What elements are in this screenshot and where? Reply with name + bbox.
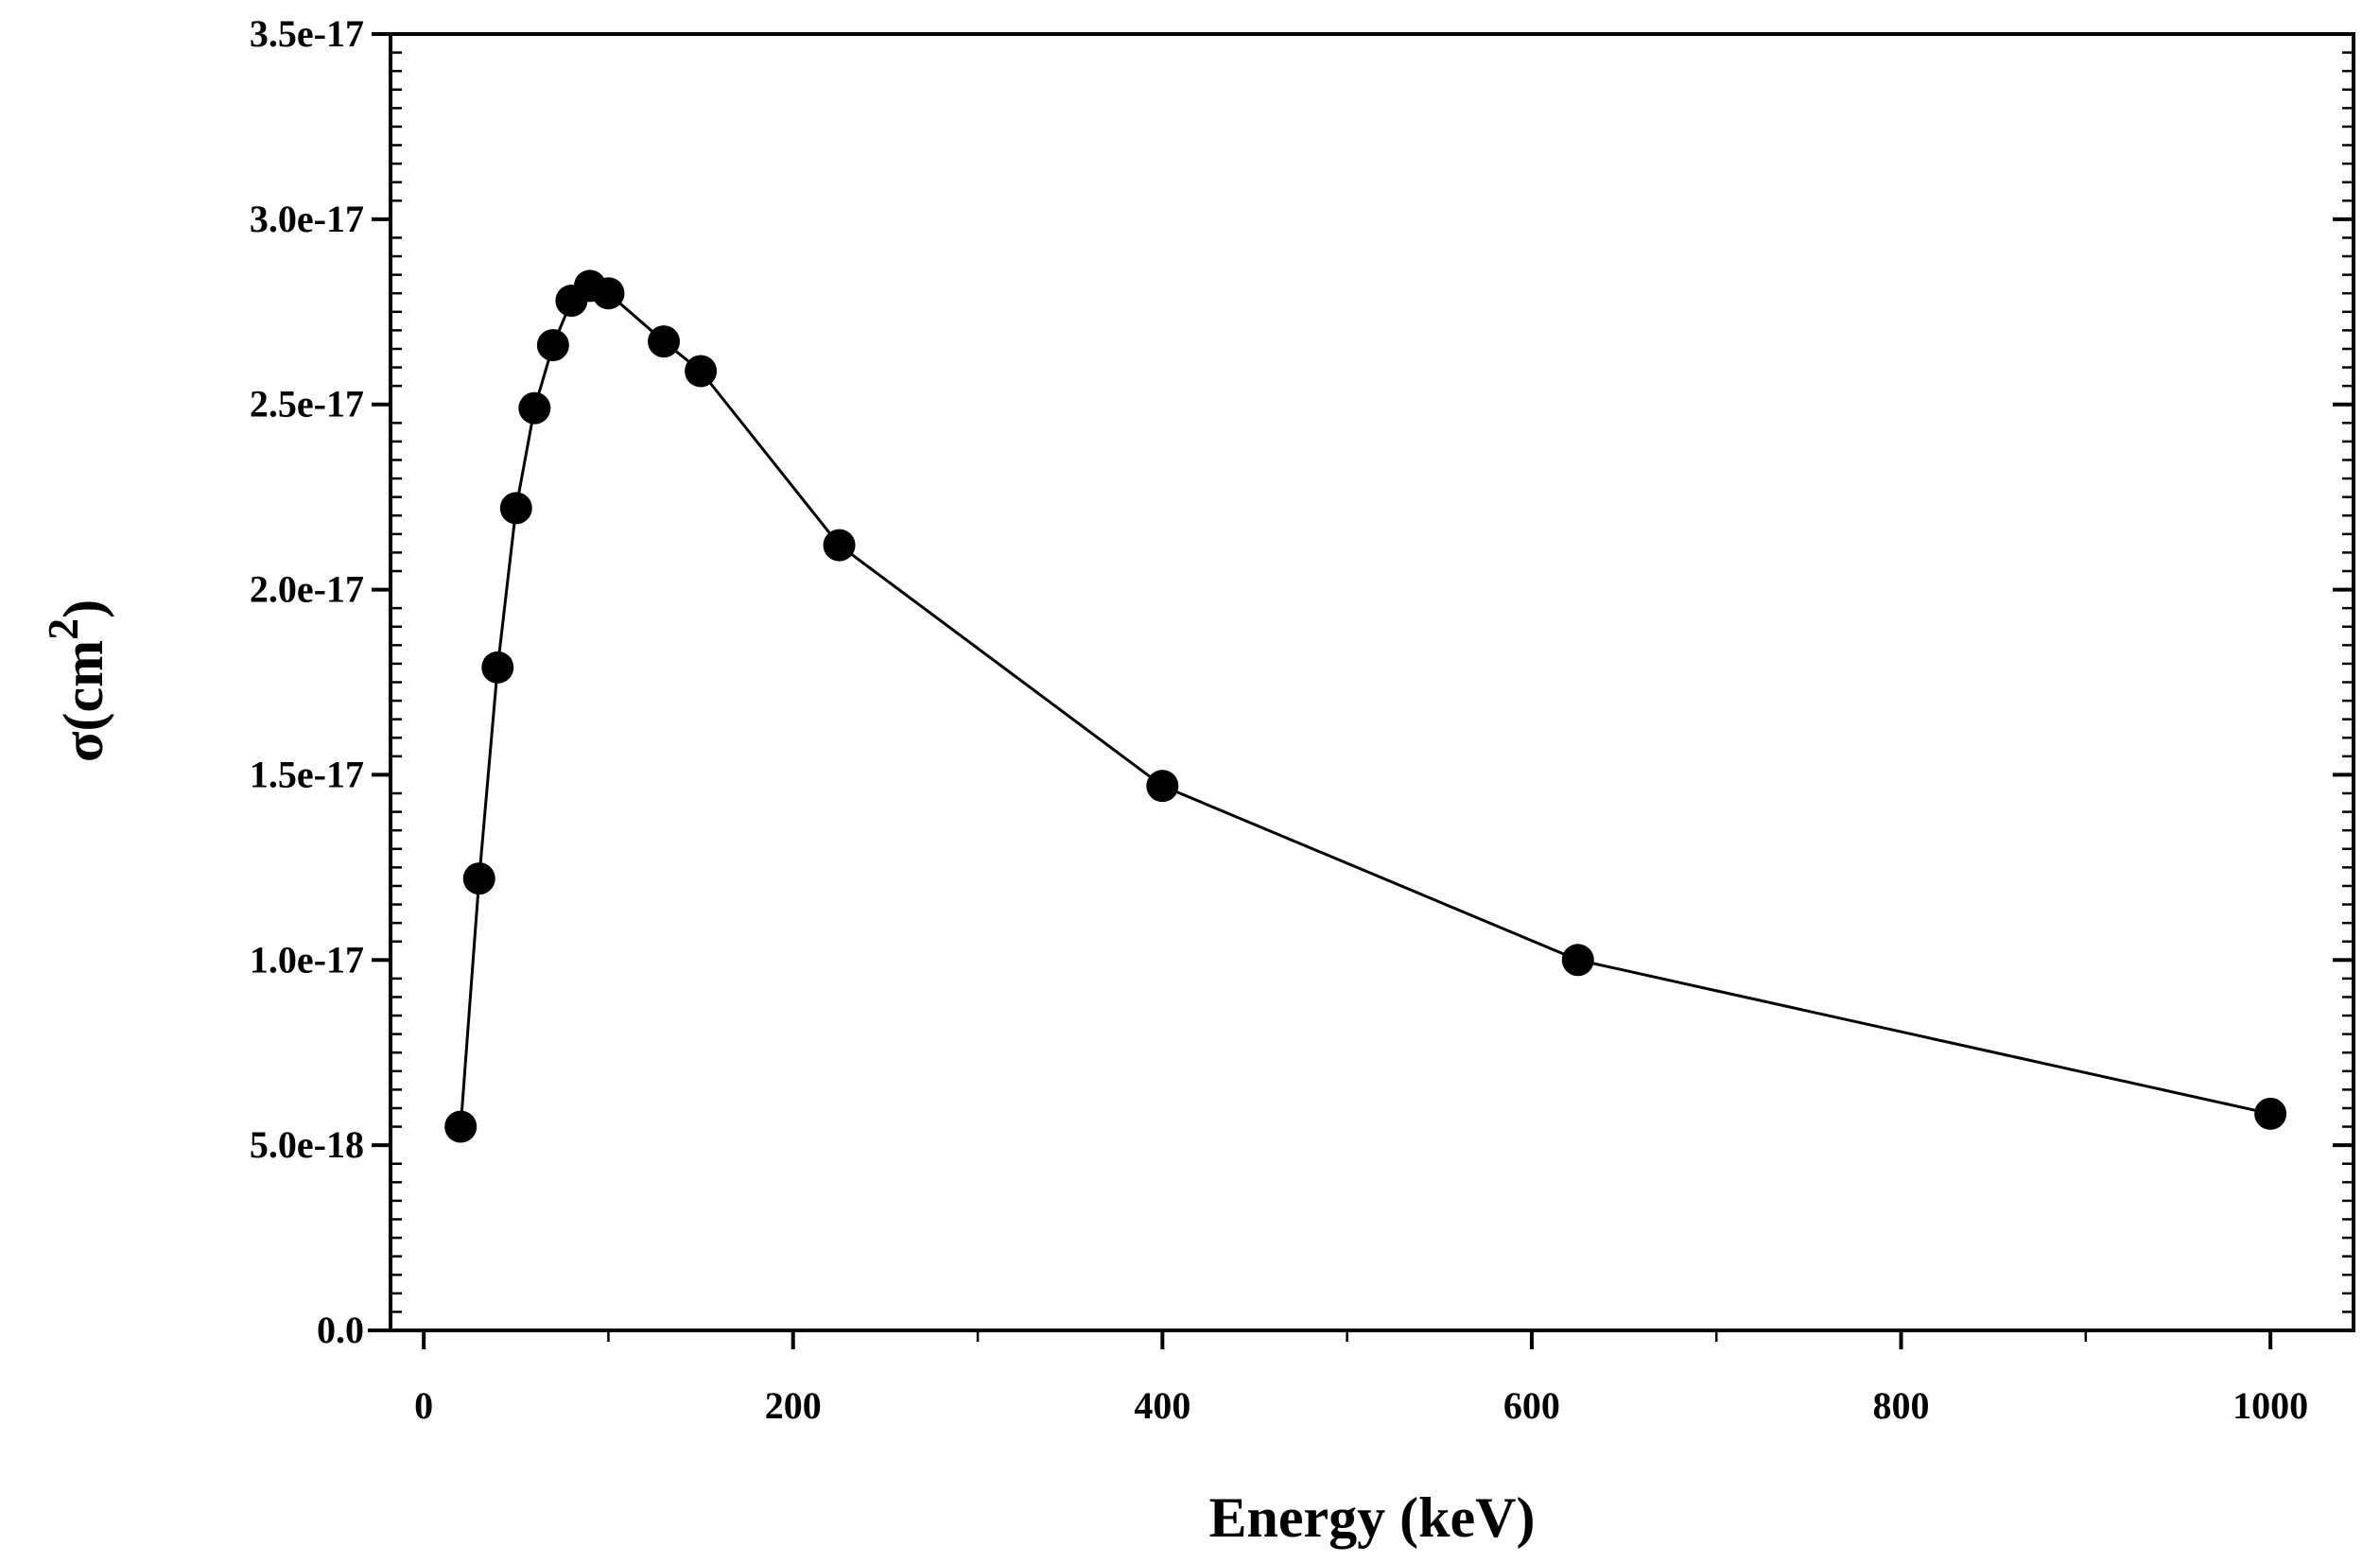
x-axis-ticks: 0 200 400 600 800 1000 xyxy=(414,1330,2308,1427)
x-tick-label: 400 xyxy=(1134,1384,1190,1427)
data-point xyxy=(499,492,532,525)
y-tick-label: 2.0e-17 xyxy=(250,568,364,611)
y-axis-title-superscript: 2 xyxy=(39,618,87,640)
series-points-group xyxy=(444,269,2287,1143)
y-tick-label: 0.0 xyxy=(317,1309,364,1351)
y-tick-label: 1.0e-17 xyxy=(250,938,364,981)
y-tick-label: 3.0e-17 xyxy=(250,198,364,240)
data-point xyxy=(1561,944,1594,977)
x-tick-label: 1000 xyxy=(2232,1384,2308,1427)
x-tick-label: 600 xyxy=(1503,1384,1560,1427)
x-tick-label: 800 xyxy=(1873,1384,1930,1427)
x-tick-label: 200 xyxy=(765,1384,822,1427)
series-line xyxy=(459,284,2271,1127)
data-point xyxy=(536,329,569,362)
data-point xyxy=(462,862,495,895)
x-tick-label: 0 xyxy=(414,1384,433,1427)
x-axis-title: Energy (keV) xyxy=(1209,1486,1536,1549)
data-point xyxy=(592,277,625,310)
plot-frame xyxy=(389,32,2355,1332)
data-point xyxy=(2254,1097,2287,1130)
y-minor-ticks xyxy=(391,51,2354,1313)
y-axis-ticks: 0.0 5.0e-18 1.0e-17 1.5e-17 2.0e-17 2.5e-17 3.… xyxy=(250,12,2354,1351)
y-tick-label: 2.5e-17 xyxy=(250,383,364,425)
data-point xyxy=(444,1110,478,1143)
data-point xyxy=(685,355,718,388)
data-point xyxy=(518,391,551,425)
data-point xyxy=(823,529,856,562)
y-axis-title: σ(cm2) xyxy=(39,599,114,762)
y-tick-label: 5.0e-18 xyxy=(250,1123,364,1166)
y-axis-title-close: ) xyxy=(52,599,114,618)
y-tick-label: 3.5e-17 xyxy=(250,12,364,55)
y-tick-label: 1.5e-17 xyxy=(250,753,364,795)
y-axis-title-base: σ(cm xyxy=(52,640,114,762)
data-point xyxy=(648,325,681,358)
data-point xyxy=(481,651,514,684)
series-line-group xyxy=(459,284,2271,1127)
data-point xyxy=(1146,770,1179,803)
